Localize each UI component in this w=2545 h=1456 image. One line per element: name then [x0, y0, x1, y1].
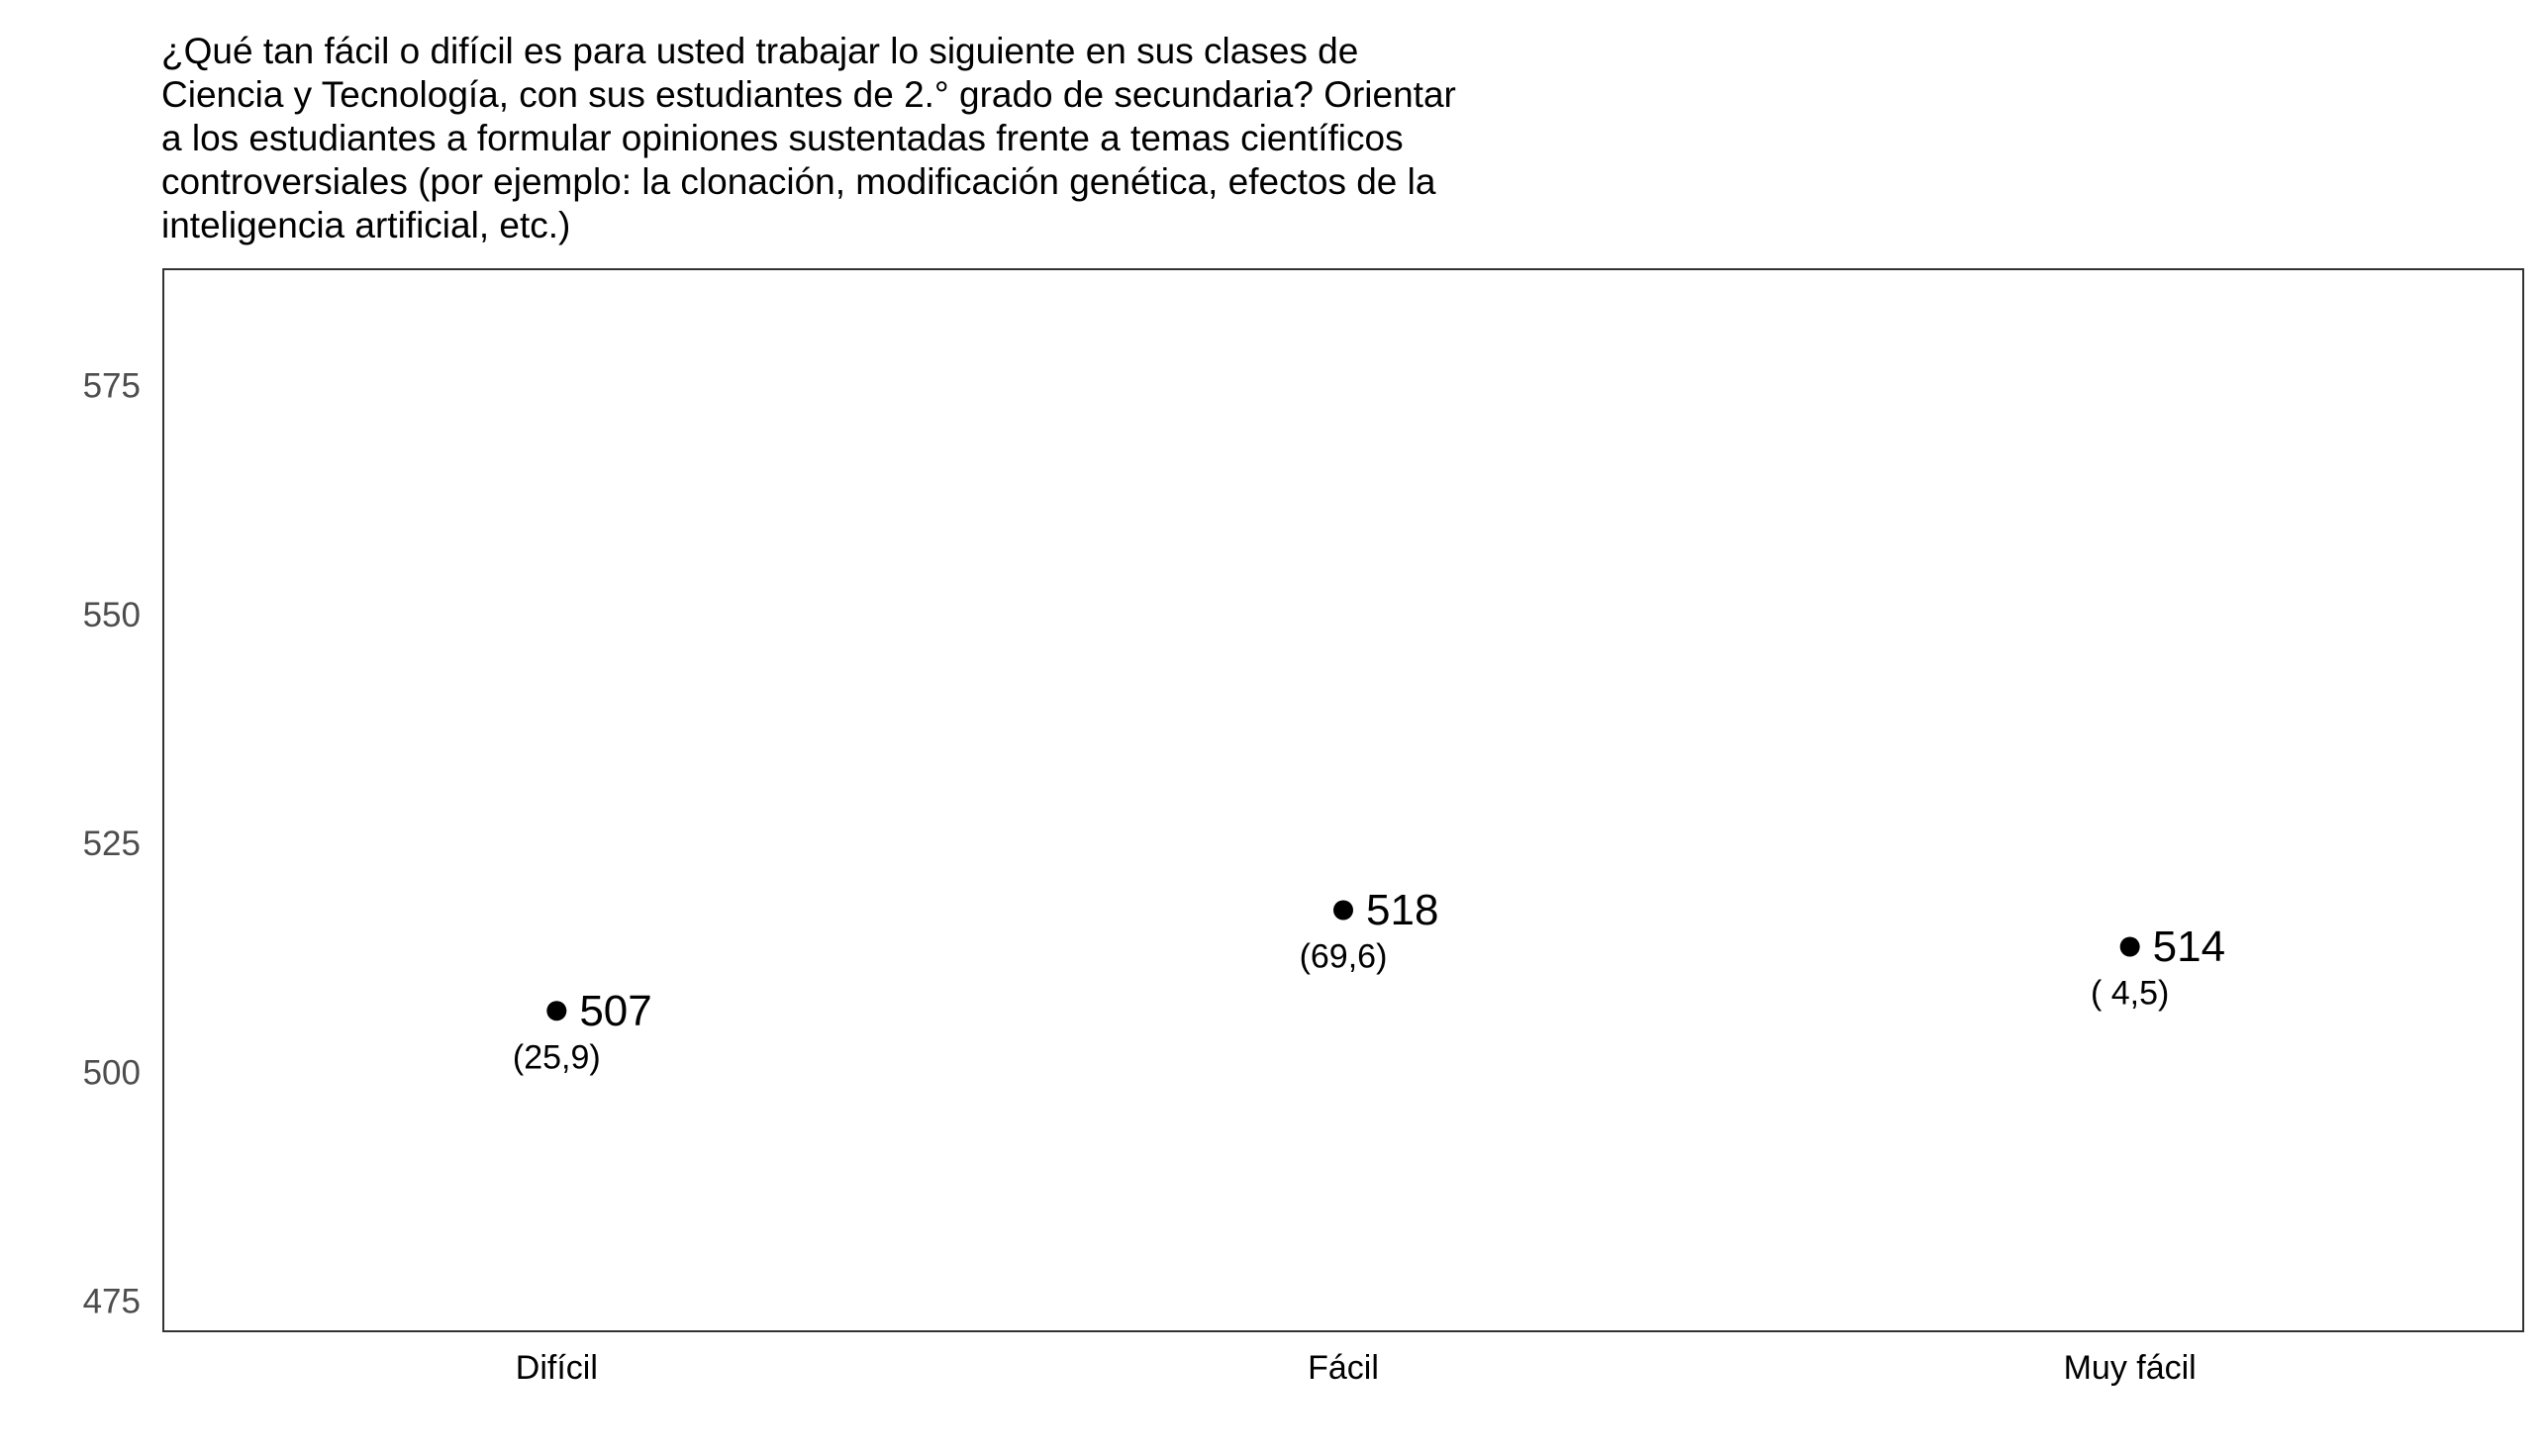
data-point — [2119, 936, 2140, 957]
data-value-label: 507 — [579, 987, 651, 1035]
data-point — [1333, 900, 1353, 921]
x-tick-label: Muy fácil — [2064, 1349, 2197, 1387]
data-value-label: 518 — [1366, 886, 1438, 934]
x-tick-label: Fácil — [1308, 1349, 1379, 1387]
y-tick-label: 550 — [83, 596, 141, 634]
data-percent-label: (25,9) — [513, 1038, 601, 1076]
y-tick-label: 475 — [83, 1283, 141, 1321]
y-tick-label: 525 — [83, 825, 141, 863]
y-tick-label: 500 — [83, 1053, 141, 1092]
data-value-label: 514 — [2153, 922, 2225, 971]
x-tick-label: Difícil — [516, 1349, 598, 1387]
plot-frame — [162, 268, 2524, 1332]
y-axis: 475 500 525 550 575 — [83, 367, 141, 1321]
data-points: 507(25,9) 518 (69,6) 514 ( 4,5) — [513, 886, 2225, 1076]
x-axis: Difícil Fácil Muy fácil — [516, 1349, 2197, 1387]
chart-title: ¿Qué tan fácil o difícil es para usted t… — [161, 31, 1456, 245]
y-tick-label: 575 — [83, 367, 141, 406]
data-point — [546, 1001, 567, 1021]
data-percent-label: ( 4,5) — [2091, 975, 2169, 1013]
data-percent-label: (69,6) — [1300, 938, 1388, 976]
